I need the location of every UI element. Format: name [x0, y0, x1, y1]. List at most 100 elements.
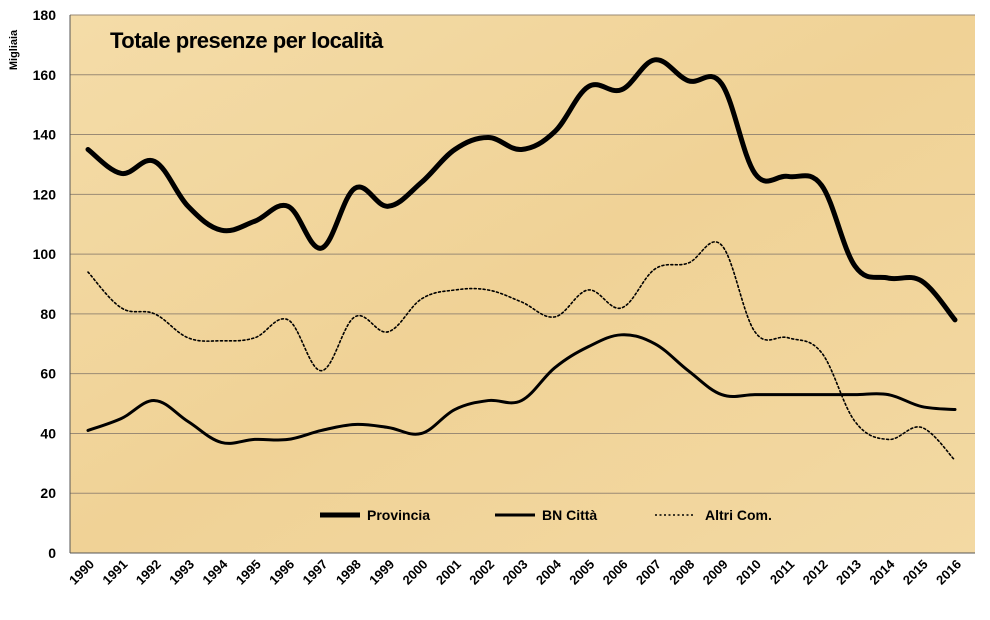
- x-tick-label: 2001: [433, 557, 464, 588]
- x-tick-label: 2016: [933, 557, 964, 588]
- data-point: [119, 306, 123, 310]
- data-point: [586, 345, 590, 349]
- data-point: [886, 437, 890, 441]
- x-tick-label: 1996: [266, 557, 297, 588]
- x-tick-label: 2002: [466, 557, 497, 588]
- data-point: [253, 437, 257, 441]
- data-point: [319, 369, 323, 373]
- data-point: [553, 366, 557, 370]
- data-point: [386, 425, 390, 429]
- data-point: [586, 288, 590, 292]
- y-axis-label: Migliaia: [8, 29, 20, 70]
- data-point: [953, 458, 957, 462]
- series-lines: [85, 57, 958, 462]
- x-tick-label: 2004: [533, 556, 565, 588]
- data-point: [153, 312, 157, 316]
- legend: Provincia BN Città Altri Com.: [320, 507, 772, 523]
- y-tick-label: 80: [40, 306, 56, 322]
- data-point: [353, 422, 357, 426]
- data-point: [386, 330, 390, 334]
- legend-label: Altri Com.: [705, 507, 772, 523]
- y-tick-label: 40: [40, 425, 56, 441]
- data-point: [686, 261, 690, 265]
- series-line-2: [86, 333, 957, 445]
- data-point: [653, 58, 657, 62]
- data-point: [86, 428, 90, 432]
- series-line-3: [87, 241, 956, 462]
- data-point: [620, 333, 624, 337]
- data-point: [820, 351, 824, 355]
- y-tick-label: 60: [40, 366, 56, 382]
- data-point: [853, 264, 857, 268]
- data-point: [419, 431, 423, 435]
- data-point: [753, 330, 757, 334]
- data-point: [653, 342, 657, 346]
- x-tick-label: 2012: [800, 557, 831, 588]
- data-point: [186, 419, 190, 423]
- x-tick-label: 1993: [166, 557, 197, 588]
- y-tick-label: 0: [48, 545, 56, 561]
- x-tick-label: 1995: [233, 557, 264, 588]
- data-point: [153, 159, 157, 163]
- data-point: [286, 437, 290, 441]
- data-point: [486, 136, 490, 140]
- data-point: [820, 393, 824, 397]
- data-point: [720, 82, 724, 86]
- x-tick-label: 1990: [66, 557, 97, 588]
- data-point: [186, 204, 190, 208]
- data-point: [486, 288, 490, 292]
- y-tick-label: 120: [33, 186, 57, 202]
- x-tick-label: 2014: [866, 556, 898, 588]
- data-point: [620, 88, 624, 92]
- data-point: [319, 246, 323, 250]
- data-point: [553, 130, 557, 134]
- x-tick-label: 1999: [366, 557, 397, 588]
- data-point: [219, 339, 223, 343]
- data-point: [820, 183, 824, 187]
- data-point: [86, 148, 90, 152]
- data-point: [453, 288, 457, 292]
- x-tick-label: 1992: [133, 557, 164, 588]
- x-tick-label: 1991: [99, 557, 130, 588]
- data-point: [219, 440, 223, 444]
- data-point: [786, 174, 790, 178]
- y-tick-label: 160: [33, 67, 57, 83]
- data-point: [653, 267, 657, 271]
- data-point: [253, 219, 257, 223]
- x-tick-label: 1997: [299, 557, 330, 588]
- legend-label: BN Città: [542, 507, 597, 523]
- x-tick-label: 2000: [400, 557, 431, 588]
- data-point: [319, 428, 323, 432]
- data-point: [520, 148, 524, 152]
- data-point: [686, 369, 690, 373]
- x-tick-label: 2006: [600, 557, 631, 588]
- data-point: [920, 405, 924, 409]
- data-point: [953, 408, 957, 412]
- data-point: [886, 393, 890, 397]
- data-point: [920, 279, 924, 283]
- data-point: [386, 204, 390, 208]
- data-point: [119, 417, 123, 421]
- y-tick-label: 140: [33, 127, 57, 143]
- data-point: [753, 393, 757, 397]
- x-tick-label: 2011: [767, 557, 798, 588]
- x-tick-label: 2003: [500, 557, 531, 588]
- plot-background: [70, 15, 975, 553]
- data-point: [86, 270, 90, 274]
- data-point: [186, 336, 190, 340]
- x-tick-label: 2007: [633, 557, 664, 588]
- y-tick-label: 20: [40, 485, 56, 501]
- x-tick-label: 2009: [700, 557, 731, 588]
- x-tick-label: 2005: [566, 557, 597, 588]
- data-point: [119, 171, 123, 175]
- data-point: [586, 85, 590, 89]
- data-point: [853, 419, 857, 423]
- x-tick-label: 1998: [333, 557, 364, 588]
- x-tick-label: 2015: [900, 557, 931, 588]
- data-point: [786, 336, 790, 340]
- data-point: [720, 243, 724, 247]
- data-point: [353, 315, 357, 319]
- data-point: [286, 204, 290, 208]
- legend-label: Provincia: [367, 507, 430, 523]
